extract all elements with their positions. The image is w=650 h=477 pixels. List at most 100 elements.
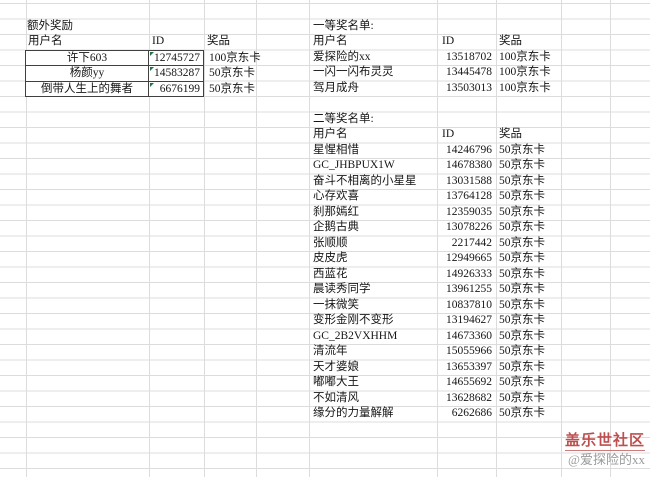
table-row: 驾月成舟 13503013 100京东卡 bbox=[0, 81, 650, 97]
user-cell[interactable]: 心存欢喜 bbox=[313, 190, 359, 202]
column-header-id[interactable]: ID bbox=[442, 128, 455, 140]
prize-cell[interactable]: 50京东卡 bbox=[499, 143, 545, 156]
prize-cell[interactable]: 50京东卡 bbox=[499, 267, 545, 280]
id-cell[interactable]: 12359035 bbox=[446, 205, 492, 218]
first-prize-header: 用户名 ID 奖品 bbox=[0, 34, 650, 50]
table-row: 嘟嘟大王 14655692 50京东卡 bbox=[0, 375, 650, 391]
prize-cell[interactable]: 50京东卡 bbox=[209, 82, 255, 95]
user-cell[interactable]: GC_JHBPUX1W bbox=[313, 159, 395, 171]
gridline bbox=[256, 0, 257, 477]
id-cell[interactable]: 2217442 bbox=[451, 236, 492, 249]
column-header-prize[interactable]: 奖品 bbox=[499, 35, 522, 47]
first-prize-table: 爱探险的xx 13518702 100京东卡 一闪一闪布灵灵 13445478 … bbox=[0, 50, 650, 97]
user-cell[interactable]: 杨颜yy bbox=[25, 65, 149, 82]
id-cell[interactable]: 14926333 bbox=[446, 267, 492, 280]
gridline bbox=[204, 0, 205, 477]
table-row: 星惺相惜 14246796 50京东卡 bbox=[0, 143, 650, 159]
prize-cell[interactable]: 50京东卡 bbox=[209, 67, 255, 79]
prize-cell[interactable]: 50京东卡 bbox=[499, 376, 545, 388]
user-cell[interactable]: 驾月成舟 bbox=[313, 81, 359, 94]
user-cell[interactable]: GC_2B2VXHHM bbox=[313, 329, 398, 342]
column-header-prize[interactable]: 奖品 bbox=[207, 35, 230, 47]
prize-cell[interactable]: 50京东卡 bbox=[499, 205, 545, 218]
id-cell[interactable]: 12745727 bbox=[148, 49, 204, 66]
id-cell[interactable]: 12949665 bbox=[446, 252, 492, 264]
id-cell[interactable]: 6676199 bbox=[148, 80, 204, 97]
id-cell[interactable]: 13764128 bbox=[446, 190, 492, 202]
second-prize-title[interactable]: 二等奖名单: bbox=[313, 112, 374, 125]
first-prize-title[interactable]: 一等奖名单: bbox=[313, 19, 374, 32]
user-cell[interactable]: 爱探险的xx bbox=[313, 50, 371, 63]
column-header-id[interactable]: ID bbox=[152, 35, 165, 47]
id-cell[interactable]: 14246796 bbox=[446, 143, 492, 156]
id-cell[interactable]: 14678380 bbox=[446, 159, 492, 171]
prize-cell[interactable]: 50京东卡 bbox=[499, 283, 545, 295]
user-cell[interactable]: 星惺相惜 bbox=[313, 143, 359, 156]
prize-cell[interactable]: 100京东卡 bbox=[209, 51, 261, 64]
user-cell[interactable]: 缘分的力量解解 bbox=[313, 407, 394, 419]
user-cell[interactable]: 嘟嘟大王 bbox=[313, 376, 359, 388]
prize-cell[interactable]: 50京东卡 bbox=[499, 298, 545, 311]
id-cell[interactable]: 14655692 bbox=[446, 376, 492, 388]
user-cell[interactable]: 晨读秀同学 bbox=[313, 283, 371, 295]
prize-cell[interactable]: 50京东卡 bbox=[499, 407, 545, 419]
prize-cell[interactable]: 100京东卡 bbox=[499, 66, 551, 78]
column-header-id[interactable]: ID bbox=[442, 35, 455, 47]
table-row: 倒带人生上的舞者 6676199 50京东卡 bbox=[25, 80, 261, 97]
prize-cell[interactable]: 50京东卡 bbox=[499, 314, 545, 326]
table-row: 皮皮虎 12949665 50京东卡 bbox=[0, 251, 650, 267]
user-cell[interactable]: 皮皮虎 bbox=[313, 252, 348, 264]
user-cell[interactable]: 张顺顺 bbox=[313, 236, 348, 249]
prize-cell[interactable]: 50京东卡 bbox=[499, 221, 545, 233]
prize-cell[interactable]: 50京东卡 bbox=[499, 360, 545, 373]
extra-awards-title[interactable]: 额外奖励 bbox=[27, 19, 73, 32]
prize-cell[interactable]: 50京东卡 bbox=[499, 174, 545, 187]
user-cell[interactable]: 一闪一闪布灵灵 bbox=[313, 66, 394, 78]
prize-cell[interactable]: 50京东卡 bbox=[499, 236, 545, 249]
column-header-user[interactable]: 用户名 bbox=[28, 35, 63, 47]
green-triangle-icon bbox=[150, 67, 154, 71]
id-cell[interactable]: 13653397 bbox=[446, 360, 492, 373]
column-header-prize[interactable]: 奖品 bbox=[499, 128, 522, 140]
id-cell[interactable]: 15055966 bbox=[446, 345, 492, 357]
id-cell[interactable]: 13194627 bbox=[446, 314, 492, 326]
user-cell[interactable]: 奋斗不相离的小星星 bbox=[313, 174, 417, 187]
user-cell[interactable]: 天才婆娘 bbox=[313, 360, 359, 373]
prize-cell[interactable]: 100京东卡 bbox=[499, 81, 551, 94]
community-watermark: 盖乐世社区 bbox=[564, 433, 645, 451]
column-header-user[interactable]: 用户名 bbox=[313, 128, 348, 140]
prize-cell[interactable]: 50京东卡 bbox=[499, 159, 545, 171]
id-cell[interactable]: 13518702 bbox=[446, 50, 492, 63]
user-cell[interactable]: 不如清风 bbox=[313, 391, 359, 404]
table-row: GC_JHBPUX1W 14678380 50京东卡 bbox=[0, 158, 650, 174]
id-cell[interactable]: 13078226 bbox=[446, 221, 492, 233]
prize-cell[interactable]: 50京东卡 bbox=[499, 190, 545, 202]
extra-awards-table: 许下603 12745727 100京东卡 杨颜yy 14583287 50京东… bbox=[25, 49, 261, 97]
id-cell[interactable]: 6262686 bbox=[451, 407, 492, 419]
column-header-user[interactable]: 用户名 bbox=[313, 35, 348, 47]
user-cell[interactable]: 刹那嫣红 bbox=[313, 205, 359, 218]
user-cell[interactable]: 西蓝花 bbox=[313, 267, 348, 280]
user-cell[interactable]: 许下603 bbox=[25, 49, 149, 66]
id-cell[interactable]: 13628682 bbox=[446, 391, 492, 404]
user-cell[interactable]: 一抹微笑 bbox=[313, 298, 359, 311]
user-cell[interactable]: 倒带人生上的舞者 bbox=[25, 80, 149, 97]
user-cell[interactable]: 清流年 bbox=[313, 345, 348, 357]
id-cell[interactable]: 14583287 bbox=[148, 65, 204, 82]
id-cell[interactable]: 10837810 bbox=[446, 298, 492, 311]
user-cell[interactable]: 企鹅古典 bbox=[313, 221, 359, 233]
prize-cell[interactable]: 50京东卡 bbox=[499, 391, 545, 404]
id-value: 6676199 bbox=[159, 82, 200, 95]
id-cell[interactable]: 14673360 bbox=[446, 329, 492, 342]
prize-cell[interactable]: 100京东卡 bbox=[499, 50, 551, 63]
prize-cell[interactable]: 50京东卡 bbox=[499, 329, 545, 342]
id-cell[interactable]: 13445478 bbox=[446, 66, 492, 78]
id-cell[interactable]: 13031588 bbox=[446, 174, 492, 187]
id-cell[interactable]: 13961255 bbox=[446, 283, 492, 295]
prize-cell[interactable]: 50京东卡 bbox=[499, 345, 545, 357]
prize-cell[interactable]: 50京东卡 bbox=[499, 252, 545, 264]
user-cell[interactable]: 变形金刚不变形 bbox=[313, 314, 394, 326]
table-row: 一闪一闪布灵灵 13445478 100京东卡 bbox=[0, 65, 650, 81]
id-cell[interactable]: 13503013 bbox=[446, 81, 492, 94]
